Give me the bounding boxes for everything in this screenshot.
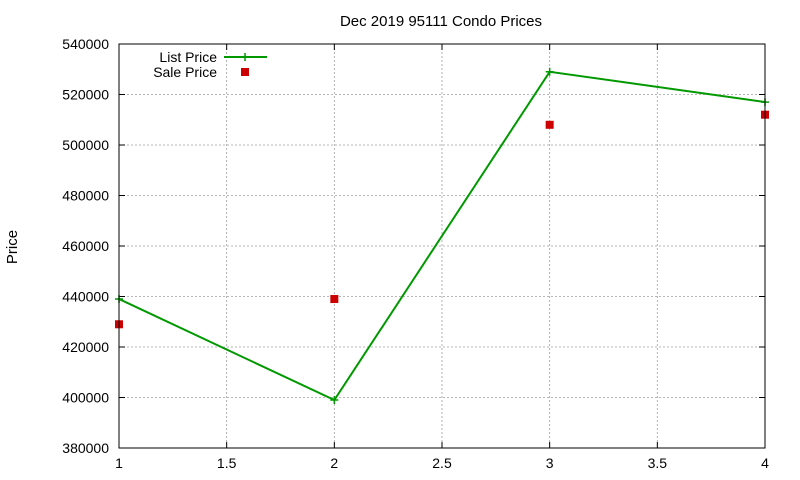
y-tick-label: 400000 (62, 390, 109, 406)
sale-price-point (545, 120, 554, 129)
y-tick-label: 540000 (62, 36, 109, 52)
grid-lines (119, 44, 765, 448)
chart-title: Dec 2019 95111 Condo Prices (340, 13, 542, 30)
axis-ticks: 1 1.5 2 2.5 3 3.5 4 380000 400000 420000 440000 460… (62, 36, 769, 471)
legend-label: List Price (159, 49, 217, 65)
plot-frame (118, 43, 766, 449)
y-tick-label: 440000 (62, 289, 109, 305)
y-tick-label: 420000 (62, 339, 109, 355)
x-tick-label: 3.5 (648, 455, 668, 471)
y-tick-label: 500000 (62, 137, 109, 153)
y-tick-label: 460000 (62, 238, 109, 254)
y-axis-label: Price (4, 230, 21, 264)
y-tick-label: 520000 (62, 87, 109, 103)
x-tick-label: 2 (330, 455, 338, 471)
legend-square-marker (241, 68, 249, 76)
legend-label: Sale Price (153, 64, 217, 80)
x-tick-label: 3 (546, 455, 554, 471)
x-tick-label: 1.5 (217, 455, 237, 471)
list-price-line (118, 70, 766, 402)
legend-plus-marker (241, 53, 249, 61)
y-tick-label: 480000 (62, 188, 109, 204)
y-tick-label: 380000 (62, 440, 109, 456)
x-tick-label: 2.5 (432, 455, 452, 471)
x-tick-label: 4 (761, 455, 769, 471)
list-price-point (545, 67, 554, 76)
sale-price-point (330, 295, 339, 304)
list-price-point (330, 396, 339, 405)
x-tick-label: 1 (115, 455, 123, 471)
